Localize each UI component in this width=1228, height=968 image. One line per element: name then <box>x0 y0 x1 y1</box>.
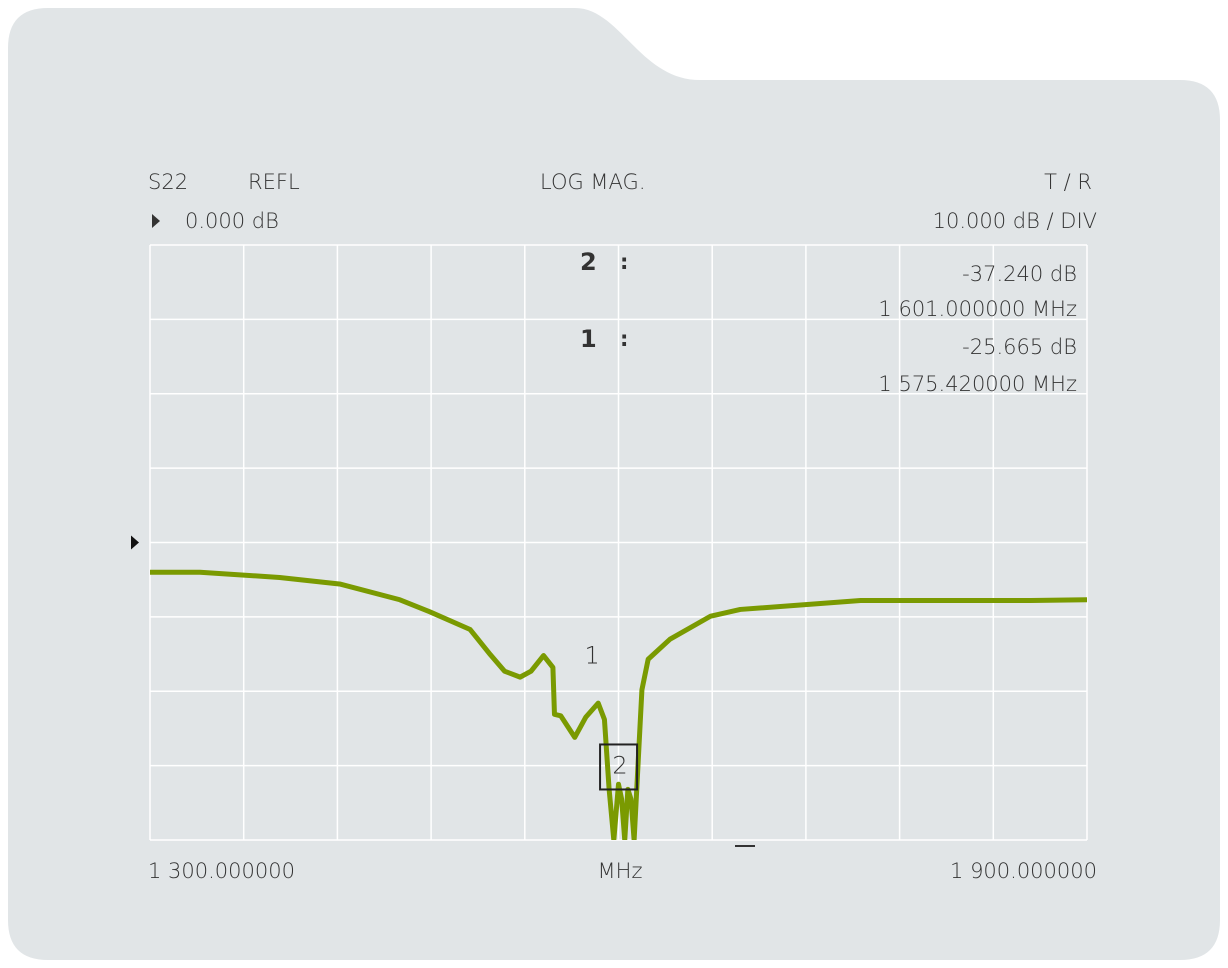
format: REFL <box>248 170 300 194</box>
marker-frequency: 1 601.000000 MHz <box>878 297 1077 321</box>
ref-level: 0.000 dB <box>185 209 279 233</box>
marker-value: -25.665 dB <box>962 335 1077 359</box>
marker-colon: : <box>620 250 628 274</box>
panel-background <box>8 8 1220 960</box>
marker-symbol: 2 <box>612 751 627 779</box>
marker-colon: : <box>620 327 628 351</box>
parameter: S22 <box>148 170 188 194</box>
trace-group <box>150 569 1087 840</box>
marker-id: 1 <box>580 325 597 353</box>
ref-arrow-icon <box>152 214 160 228</box>
scale-label: 10.000 dB / DIV <box>933 209 1097 233</box>
ref-marker <box>131 535 139 550</box>
x-unit: MHz <box>598 859 643 883</box>
trace <box>150 569 1087 840</box>
marker-id: 2 <box>580 248 597 276</box>
marker-frequency: 1 575.420000 MHz <box>878 372 1077 396</box>
x-tick-label: 1 300.000000 <box>148 859 295 883</box>
active-marker-box <box>599 743 639 791</box>
marker-symbol: 1 <box>584 641 599 669</box>
x-tick-label: 1 900.000000 <box>950 859 1097 883</box>
scale-type: LOG MAG. <box>540 170 646 194</box>
marker-value: -37.240 dB <box>962 262 1077 286</box>
channel: T / R <box>1044 170 1092 194</box>
